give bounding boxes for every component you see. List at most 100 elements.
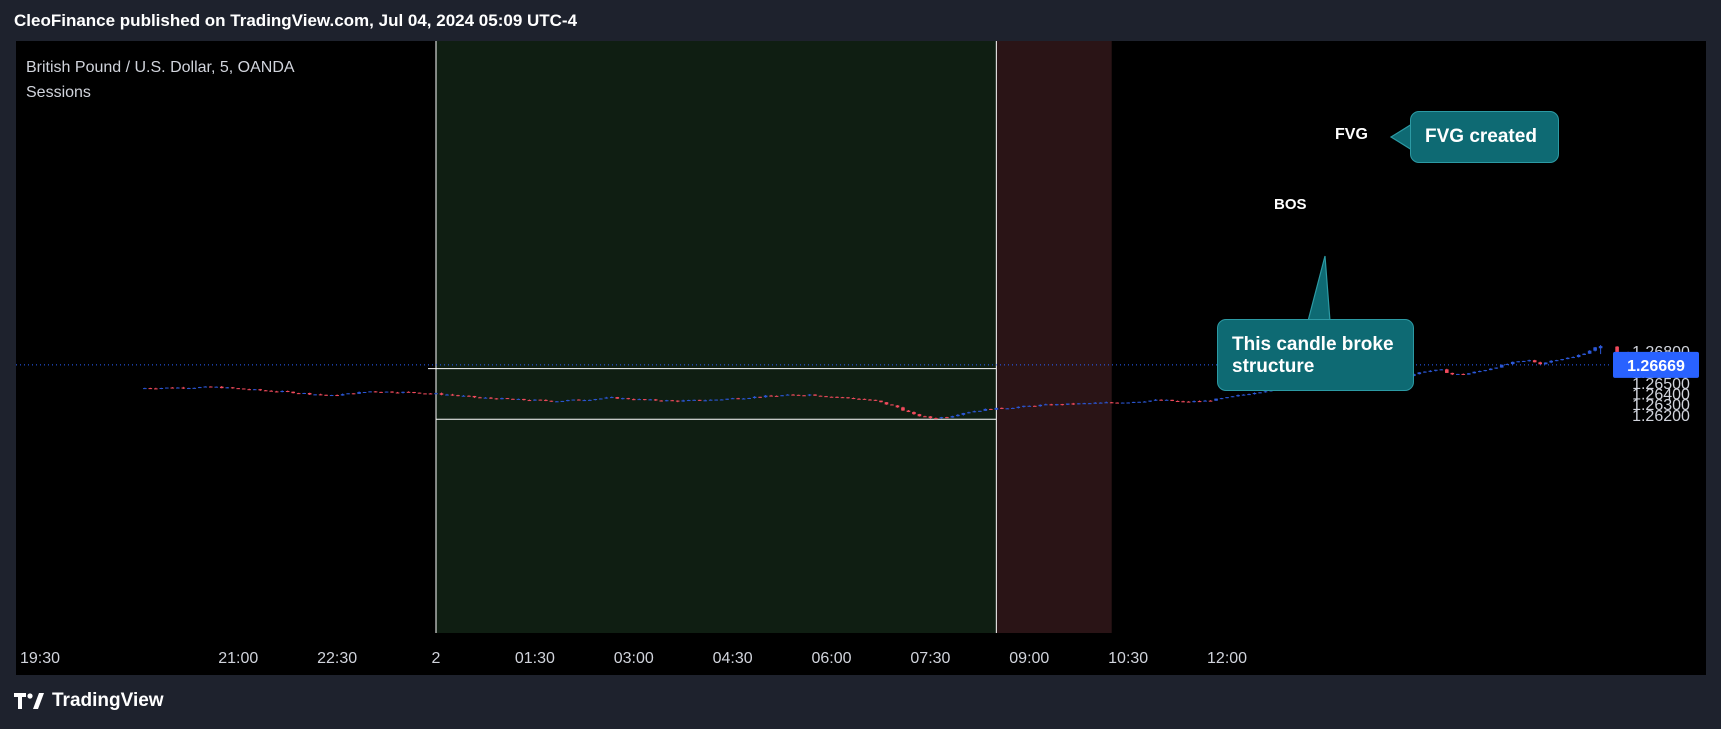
candle-body-248 xyxy=(1505,364,1510,366)
candle-body-32 xyxy=(318,394,323,396)
candle-body-174 xyxy=(1098,402,1103,404)
price-axis[interactable]: 1.262001.263001.264001.265001.266001.267… xyxy=(1613,344,1699,425)
candle-body-48 xyxy=(406,391,411,393)
candle-body-37 xyxy=(346,393,350,395)
candle-body-173 xyxy=(1093,402,1098,404)
candle-body-51 xyxy=(423,393,427,395)
candle-body-240 xyxy=(1461,373,1466,375)
candle-body-181 xyxy=(1137,401,1141,403)
candle-body-185 xyxy=(1159,399,1163,401)
candle-body-144 xyxy=(934,418,938,420)
candle-body-80 xyxy=(582,400,587,402)
candle-body-12 xyxy=(208,386,213,388)
candle-body-135 xyxy=(884,402,889,405)
bos-callout-pointer xyxy=(1307,255,1331,322)
time-tick-0: 19:30 xyxy=(20,650,60,667)
candle-body-111 xyxy=(752,396,757,399)
candle-body-59 xyxy=(467,395,471,397)
fvg-label: FVG xyxy=(1335,126,1368,143)
candle-body-125 xyxy=(829,396,834,398)
candle-body-16 xyxy=(230,387,235,389)
time-tick-1: 21:00 xyxy=(218,650,258,667)
candle-body-42 xyxy=(373,391,378,393)
candle-body-155 xyxy=(994,407,999,410)
candle-body-199 xyxy=(1236,395,1240,397)
candle-body-182 xyxy=(1142,401,1147,403)
tradingview-logo-icon xyxy=(14,693,44,709)
candle-body-166 xyxy=(1054,404,1059,406)
candle-body-105 xyxy=(719,399,724,401)
candle-body-21 xyxy=(258,389,263,391)
candle-body-136 xyxy=(890,404,894,406)
candle-body-92 xyxy=(648,399,653,401)
candle-body-197 xyxy=(1225,397,1229,399)
candle-body-156 xyxy=(1000,407,1004,409)
candle-body-26 xyxy=(285,391,290,393)
fvg-callout[interactable]: FVG created xyxy=(1410,111,1559,163)
candle-body-57 xyxy=(456,395,460,397)
time-tick-9: 09:00 xyxy=(1009,650,1049,667)
candle-body-41 xyxy=(368,391,372,393)
candle-body-107 xyxy=(730,398,735,400)
candle-body-96 xyxy=(670,400,675,402)
candle-body-25 xyxy=(280,391,284,393)
london-session-box xyxy=(996,41,1112,633)
bos-callout[interactable]: This candle broke structure xyxy=(1217,319,1414,391)
time-axis[interactable]: 19:30 21:00 22:30 2 01:30 03:00 04:30 06:00 07:3… xyxy=(20,650,1247,667)
candle-body-34 xyxy=(329,395,334,397)
candle-body-113 xyxy=(763,395,768,398)
candle-body-94 xyxy=(659,400,664,402)
candle-body-95 xyxy=(664,400,669,402)
candle-body-62 xyxy=(483,397,488,399)
candle-body-86 xyxy=(615,397,620,399)
candles-layer xyxy=(143,345,1652,420)
candle-body-233 xyxy=(1423,371,1427,373)
candle-body-27 xyxy=(291,391,295,394)
footer-brand[interactable]: TradingView xyxy=(14,690,164,712)
publish-header: CleoFinance published on TradingView.com… xyxy=(14,11,578,30)
candle-body-56 xyxy=(450,394,455,396)
candle-body-14 xyxy=(219,386,224,389)
candle-body-52 xyxy=(428,393,433,395)
candle-body-127 xyxy=(840,397,845,399)
candle-body-49 xyxy=(412,391,416,393)
candle-body-203 xyxy=(1258,392,1262,394)
candle-body-112 xyxy=(758,396,762,398)
candle-body-129 xyxy=(851,398,856,400)
candle-body-61 xyxy=(478,397,482,399)
candle-body-45 xyxy=(390,391,394,393)
price-tick-2: 1.26400 xyxy=(1632,387,1690,404)
candle-body-138 xyxy=(901,407,905,411)
candle-body-194 xyxy=(1208,400,1213,402)
time-tick-3: 2 xyxy=(432,650,441,667)
candle-body-164 xyxy=(1043,404,1048,406)
chart-legend: British Pound / U.S. Dollar, 5, OANDA Se… xyxy=(26,55,295,105)
candle-body-68 xyxy=(516,398,521,400)
candle-body-251 xyxy=(1521,360,1526,362)
candle-body-35 xyxy=(335,395,339,397)
candle-body-162 xyxy=(1032,405,1037,407)
candle-body-262 xyxy=(1582,353,1586,355)
candle-body-46 xyxy=(395,392,400,394)
time-tick-11: 12:00 xyxy=(1207,650,1247,667)
candle-body-246 xyxy=(1494,367,1499,369)
candle-body-67 xyxy=(511,398,515,400)
candle-body-151 xyxy=(972,411,977,413)
last-price-badge xyxy=(1613,351,1699,378)
candle-body-103 xyxy=(708,399,713,401)
candle-body-132 xyxy=(868,399,872,401)
candle-body-176 xyxy=(1109,402,1114,404)
candle-body-2 xyxy=(154,388,158,390)
candle-body-179 xyxy=(1126,402,1130,404)
candle-body-117 xyxy=(785,394,790,396)
brand-name: TradingView xyxy=(52,690,164,711)
candle-body-36 xyxy=(340,394,345,396)
fvg-callout-pointer xyxy=(1389,122,1413,152)
indicator-name: Sessions xyxy=(26,84,91,101)
candle-body-77 xyxy=(566,400,570,402)
candle-body-159 xyxy=(1016,406,1021,408)
session-backgrounds xyxy=(428,41,1112,633)
candle-body-85 xyxy=(609,397,614,399)
candle-body-148 xyxy=(956,414,960,417)
